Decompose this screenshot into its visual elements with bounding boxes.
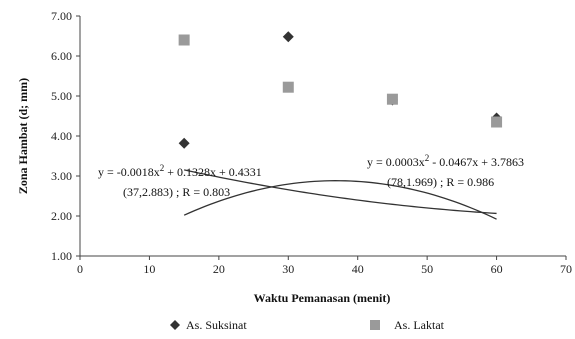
point-laktat xyxy=(491,116,503,128)
x-tick-label: 50 xyxy=(421,262,433,276)
x-tick-label: 70 xyxy=(560,262,572,276)
point-laktat xyxy=(386,93,398,105)
x-tick-label: 0 xyxy=(77,262,83,276)
trendline-laktat xyxy=(184,169,497,215)
x-axis-label: Waktu Pemanasan (menit) xyxy=(254,291,391,305)
y-tick-labels: 1.00 2.00 3.00 4.00 5.00 6.00 7.00 xyxy=(51,9,72,263)
equation-laktat-exp: 2 xyxy=(425,153,430,163)
equation-laktat-prefix: y = 0.0003x xyxy=(367,155,425,169)
legend-label-laktat: As. Laktat xyxy=(394,318,445,332)
point-suksinat xyxy=(282,31,294,43)
equation-suksinat-prefix: y = -0.0018x xyxy=(98,165,160,179)
x-tick-label: 60 xyxy=(491,262,503,276)
legend-label-suksinat: As. Suksinat xyxy=(186,318,247,332)
equation-laktat-line1: y = 0.0003x2 - 0.0467x + 3.7863 xyxy=(367,153,524,169)
y-tick-label: 6.00 xyxy=(51,49,72,63)
trendline-suksinat xyxy=(183,180,497,220)
data-points xyxy=(178,31,503,149)
y-tick-label: 4.00 xyxy=(51,129,72,143)
x-tick-label: 20 xyxy=(213,262,225,276)
x-tick-label: 10 xyxy=(143,262,155,276)
legend-marker-laktat xyxy=(370,320,380,330)
trend-lines xyxy=(183,169,497,220)
equation-suksinat-exp: 2 xyxy=(160,163,165,173)
equation-suksinat-line1: y = -0.0018x2 + 0.1328x + 0.4331 xyxy=(98,163,262,179)
equation-laktat-suffix: - 0.0467x + 3.7863 xyxy=(429,155,524,169)
x-tick-label: 30 xyxy=(282,262,294,276)
equation-suksinat-line2: (37,2.883) ; R = 0.803 xyxy=(123,185,230,199)
point-suksinat xyxy=(178,137,190,149)
equation-suksinat-suffix: + 0.1328x + 0.4331 xyxy=(164,165,262,179)
x-tick-labels: 0 10 20 30 40 50 60 70 xyxy=(77,262,572,276)
legend: As. Suksinat As. Laktat xyxy=(170,318,445,332)
equation-laktat-line2: (78,1.969) ; R = 0.986 xyxy=(387,175,494,189)
y-tick-label: 5.00 xyxy=(51,89,72,103)
y-tick-label: 3.00 xyxy=(51,169,72,183)
axes xyxy=(76,15,567,260)
y-tick-label: 1.00 xyxy=(51,249,72,263)
point-laktat xyxy=(178,34,190,46)
x-tick-label: 40 xyxy=(352,262,364,276)
y-tick-label: 2.00 xyxy=(51,209,72,223)
y-tick-label: 7.00 xyxy=(51,9,72,23)
y-axis-label: Zona Hambat (d; mm) xyxy=(16,78,30,194)
legend-marker-suksinat xyxy=(170,320,180,330)
point-laktat xyxy=(282,81,294,93)
